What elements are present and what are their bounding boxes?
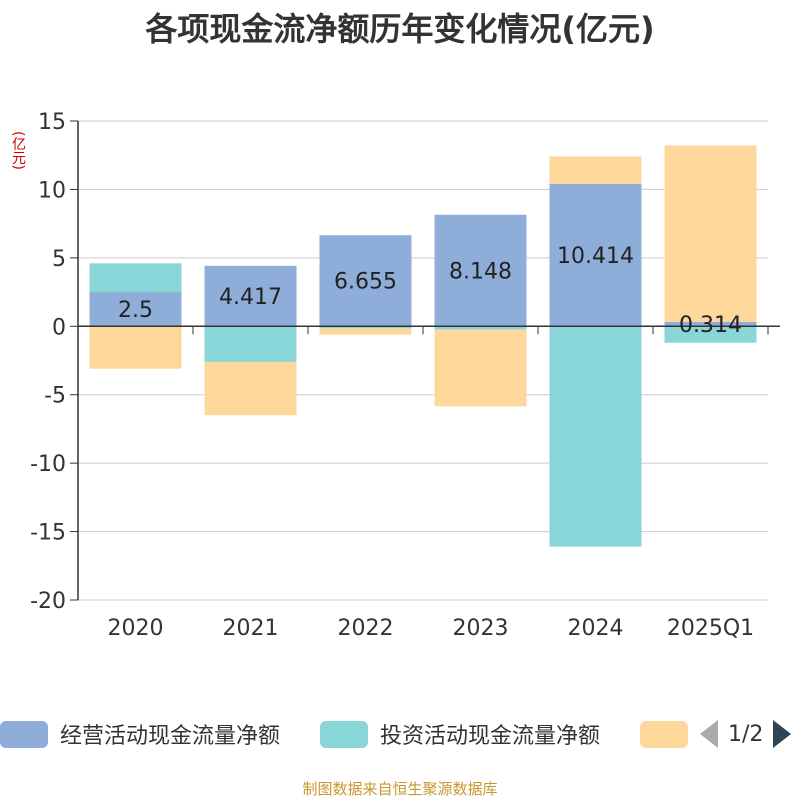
axes: 15 10 5 0 -5 -10 -15 -20 2020 2021 2022 2023 2024 202… xyxy=(30,110,780,641)
bar-financing-2022 xyxy=(319,328,412,335)
legend-item-operating[interactable]: 经营活动现金流量净额 xyxy=(0,716,280,752)
y-tick-label: -20 xyxy=(30,589,66,614)
bar-operating-2024 xyxy=(549,183,642,327)
x-tick-label: 2023 xyxy=(453,616,509,641)
x-tick-label: 2021 xyxy=(223,616,279,641)
legend-item-financing[interactable] xyxy=(640,716,700,752)
y-tick-label: -5 xyxy=(44,384,66,409)
page-indicator: 1/2 xyxy=(728,721,764,747)
bar-operating-2022 xyxy=(319,235,412,327)
legend-item-investing[interactable]: 投资活动现金流量净额 xyxy=(320,716,600,752)
bar-financing-2024 xyxy=(549,156,642,184)
legend-swatch-investing xyxy=(320,720,368,748)
bar-operating-2025Q1 xyxy=(664,321,757,327)
y-axis-label: (亿元) xyxy=(10,130,26,170)
y-tick-label: 15 xyxy=(38,110,66,135)
data-label-operating: 6.655 xyxy=(334,270,397,295)
legend-swatch-financing xyxy=(640,720,688,748)
legend: 经营活动现金流量净额 投资活动现金流量净额 1/2 xyxy=(0,716,800,752)
bar-operating-2020 xyxy=(89,292,182,327)
y-tick-label: 0 xyxy=(52,315,66,340)
previous-page-icon[interactable] xyxy=(700,720,718,748)
legend-pager: 1/2 xyxy=(700,716,792,752)
x-tick-label: 2025Q1 xyxy=(667,616,754,641)
bar-financing-2023 xyxy=(434,329,527,407)
legend-swatch-operating xyxy=(0,720,48,748)
y-tick-label: -10 xyxy=(30,452,66,477)
data-label-operating: 10.414 xyxy=(557,244,634,269)
bar-investing-2020 xyxy=(89,263,182,293)
bar-operating-2023 xyxy=(434,214,527,327)
y-tick-label: 10 xyxy=(38,178,66,203)
data-label-operating: 0.314 xyxy=(679,313,742,338)
bar-investing-2024 xyxy=(549,326,642,547)
bars xyxy=(89,145,757,547)
bar-investing-2025Q1 xyxy=(664,326,757,343)
x-tick-label: 2024 xyxy=(568,616,624,641)
bar-investing-2023 xyxy=(434,326,527,330)
data-label-operating: 2.5 xyxy=(118,298,153,323)
data-label-operating: 4.417 xyxy=(219,285,282,310)
bar-financing-2025Q1 xyxy=(664,145,757,322)
bar-financing-2020 xyxy=(89,326,182,369)
legend-label-operating: 经营活动现金流量净额 xyxy=(60,724,281,749)
source-footer: 制图数据来自恒生聚源数据库 xyxy=(302,780,498,798)
y-tick-label: -15 xyxy=(30,521,66,546)
y-tick-label: 5 xyxy=(52,247,66,272)
data-labels: 2.5 4.417 6.655 8.148 10.414 0.314 xyxy=(118,244,742,338)
bar-investing-2021 xyxy=(204,326,297,362)
x-tick-label: 2022 xyxy=(338,616,394,641)
bar-financing-2021 xyxy=(204,361,297,416)
x-tick-label: 2020 xyxy=(108,616,164,641)
bar-investing-2022 xyxy=(319,326,412,329)
data-label-operating: 8.148 xyxy=(449,260,512,285)
next-page-icon[interactable] xyxy=(773,720,792,748)
bar-operating-2021 xyxy=(204,265,297,327)
bar-chart: 15 10 5 0 -5 -10 -15 -20 2020 2021 2022 2023 2024 202… xyxy=(30,110,780,641)
legend-label-investing: 投资活动现金流量净额 xyxy=(380,724,601,749)
chart-title: 各项现金流净额历年变化情况(亿元) xyxy=(145,10,655,48)
